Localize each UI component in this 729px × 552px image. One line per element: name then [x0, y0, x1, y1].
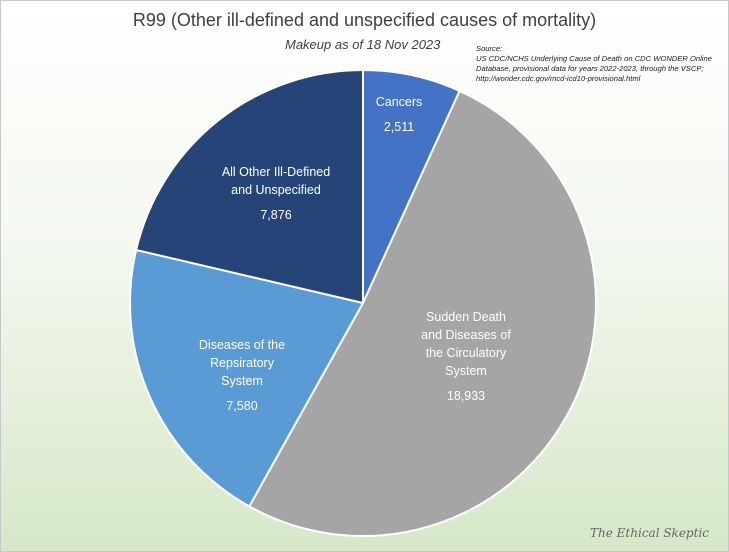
slice-value-all-other-ill-defined-and-unspecified: 7,876	[260, 208, 291, 222]
pie-slice-sudden-death-and-diseases-of-the-circulatory-system	[247, 89, 597, 537]
slice-value-diseases-of-the-repsiratory-system: 7,580	[226, 399, 257, 413]
pie-slice-diseases-of-the-repsiratory-system	[129, 248, 365, 508]
slice-name-diseases-of-the-repsiratory-system: Diseases of the Repsiratory System	[199, 338, 285, 388]
slice-name-all-other-ill-defined-and-unspecified: All Other Ill-Defined and Unspecified	[222, 165, 330, 197]
chart-subtitle: Makeup as of 18 Nov 2023	[285, 37, 441, 52]
slice-value-sudden-death-and-diseases-of-the-circulatory-system: 18,933	[447, 389, 485, 403]
chart-title: R99 (Other ill-defined and unspecified c…	[132, 10, 597, 30]
slice-label-cancers: Cancers 2,511	[376, 95, 423, 134]
slice-label-sudden-death-and-diseases-of-the-circulatory-system: Sudden Death and Diseases of the Circulato…	[421, 310, 511, 403]
slice-label-diseases-of-the-repsiratory-system: Diseases of the Repsiratory System 7,580	[199, 338, 285, 413]
slice-name-sudden-death-and-diseases-of-the-circulatory-system: Sudden Death and Diseases of the Circulato…	[421, 310, 511, 378]
source-note: Source: US CDC/NCHS Underlying Cause of …	[476, 44, 726, 84]
source-heading: Source:	[476, 44, 503, 53]
source-text: US CDC/NCHS Underlying Cause of Death on…	[476, 54, 712, 83]
slice-value-cancers: 2,511	[384, 120, 414, 134]
slice-name-cancers: Cancers	[376, 95, 423, 109]
watermark: The Ethical Skeptic	[590, 526, 709, 540]
slice-label-all-other-ill-defined-and-unspecified: All Other Ill-Defined and Unspecified 7,87…	[222, 165, 330, 222]
pie-slice-all-other-ill-defined-and-unspecified	[134, 68, 364, 305]
